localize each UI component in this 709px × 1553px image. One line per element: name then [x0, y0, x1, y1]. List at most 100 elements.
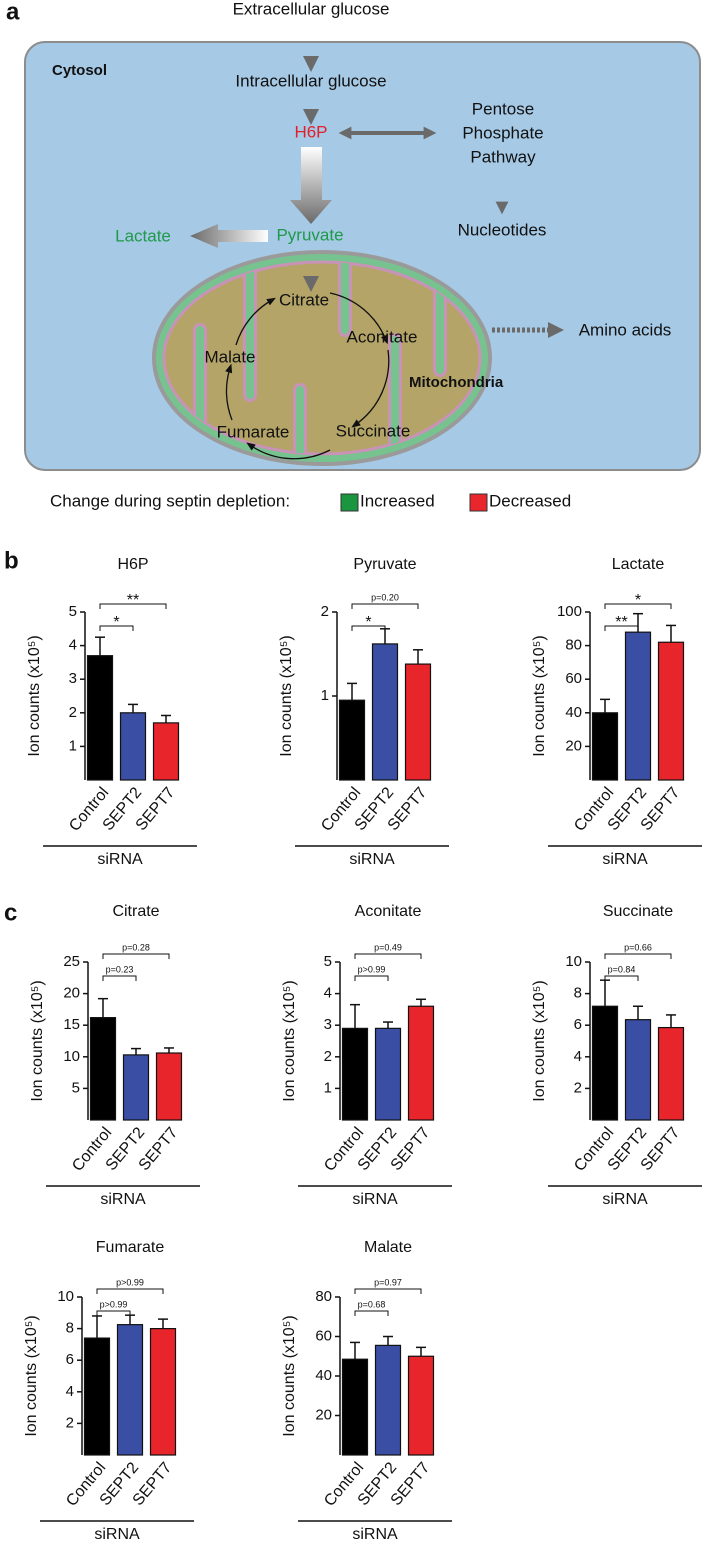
bar	[89, 1017, 117, 1121]
y-tick-label: 2	[321, 603, 329, 620]
node-label: Aconitate	[347, 327, 418, 346]
chart-title: H6P	[117, 556, 148, 573]
y-tick-label: 1	[321, 687, 329, 704]
bar	[657, 1026, 685, 1121]
y-tick-label: 5	[69, 603, 77, 620]
y-tick-label: 25	[63, 953, 80, 970]
y-axis-label: Ion counts (x10⁵)	[23, 1315, 40, 1436]
group-label: siRNA	[352, 1191, 398, 1208]
comparison-label: *	[635, 592, 641, 609]
comparison-label: *	[365, 614, 371, 631]
comparison-label: p=0.97	[374, 1277, 402, 1287]
node-label: Lactate	[115, 226, 171, 245]
arrows	[190, 24, 565, 460]
group-label: siRNA	[97, 851, 143, 868]
y-tick-label: 10	[565, 953, 582, 970]
y-axis-label: Ion counts (x10⁵)	[278, 635, 295, 756]
group-label: siRNA	[352, 1526, 398, 1543]
legend-label: Increased	[360, 491, 435, 510]
comparison-bracket	[354, 953, 422, 959]
bar	[83, 1337, 111, 1456]
comparison-label: p=0.68	[358, 1299, 386, 1309]
y-tick-label: 3	[69, 670, 77, 687]
comparison-bracket	[354, 1310, 389, 1316]
y-tick-label: 10	[63, 1048, 80, 1065]
y-tick-label: 4	[574, 1048, 582, 1065]
comparison-label: **	[615, 614, 627, 631]
y-tick-label: 4	[66, 1383, 74, 1400]
bar	[152, 722, 180, 781]
bar	[86, 655, 114, 781]
bar	[341, 1358, 369, 1456]
y-tick-label: 5	[72, 1079, 80, 1096]
mitochondria-label: Mitochondria	[409, 374, 504, 391]
bar	[371, 643, 399, 781]
y-axis-label: Ion counts (x10⁵)	[281, 1315, 298, 1436]
y-tick-label: 20	[63, 985, 80, 1002]
node-label: Pathway	[470, 147, 536, 166]
comparison-bracket	[604, 953, 672, 959]
node-label: Phosphate	[462, 123, 543, 142]
bar	[155, 1052, 183, 1121]
node-label: Pyruvate	[276, 225, 343, 244]
comparison-bracket	[604, 975, 639, 981]
y-tick-label: 3	[324, 1016, 332, 1033]
y-tick-label: 60	[315, 1327, 332, 1344]
chart-title: Citrate	[112, 903, 159, 920]
comparison-bracket	[96, 1288, 164, 1294]
panel-label: c	[4, 899, 17, 926]
y-tick-label: 100	[557, 603, 582, 620]
y-tick-label: 20	[565, 737, 582, 754]
comparison-label: p=0.23	[106, 964, 134, 974]
comparison-label: p>0.99	[358, 964, 386, 974]
legend-label: Decreased	[489, 491, 571, 510]
bar	[407, 1005, 435, 1121]
panel-label: b	[4, 547, 19, 574]
y-tick-label: 1	[324, 1079, 332, 1096]
bar	[374, 1027, 402, 1121]
group-label: siRNA	[100, 1191, 146, 1208]
y-tick-label: 10	[57, 1288, 74, 1305]
node-label: Nucleotides	[458, 220, 547, 239]
group-label: siRNA	[349, 851, 395, 868]
comparison-label: *	[113, 614, 119, 631]
y-tick-label: 20	[315, 1406, 332, 1423]
y-tick-label: 15	[63, 1016, 80, 1033]
y-tick-label: 6	[574, 1016, 582, 1033]
legend-swatch	[469, 493, 488, 512]
comparison-label: p=0.66	[624, 942, 652, 952]
y-tick-label: 2	[66, 1414, 74, 1431]
y-tick-label: 8	[574, 985, 582, 1002]
y-tick-label: 40	[315, 1367, 332, 1384]
node-label: Extracellular glucose	[233, 0, 390, 18]
bar	[657, 641, 685, 781]
node-label: Amino acids	[579, 320, 672, 339]
y-axis-label: Ion counts (x10⁵)	[531, 980, 548, 1101]
comparison-bracket	[354, 975, 389, 981]
bar	[341, 1027, 369, 1121]
y-tick-label: 6	[66, 1351, 74, 1368]
comparison-bracket	[354, 1288, 422, 1294]
node-label: Malate	[204, 347, 255, 366]
group-label: siRNA	[602, 1191, 648, 1208]
y-tick-label: 80	[565, 637, 582, 654]
y-tick-label: 5	[324, 953, 332, 970]
comparison-bracket	[96, 1310, 131, 1316]
node-label: Intracellular glucose	[235, 71, 386, 90]
comparison-bracket	[102, 975, 137, 981]
y-tick-label: 80	[315, 1288, 332, 1305]
bar	[624, 631, 652, 781]
comparison-label: p=0.20	[371, 592, 399, 602]
comparison-bracket	[351, 625, 386, 631]
comparison-label: **	[127, 592, 139, 609]
bar	[591, 712, 619, 781]
chart-title: Lactate	[612, 556, 665, 573]
y-tick-label: 60	[565, 670, 582, 687]
node-label: Succinate	[336, 421, 411, 440]
comparison-bracket	[351, 603, 419, 609]
legend-swatch	[340, 493, 359, 512]
bar	[624, 1019, 652, 1121]
comparison-bracket	[604, 603, 672, 609]
y-tick-label: 1	[69, 737, 77, 754]
y-tick-label: 2	[324, 1048, 332, 1065]
